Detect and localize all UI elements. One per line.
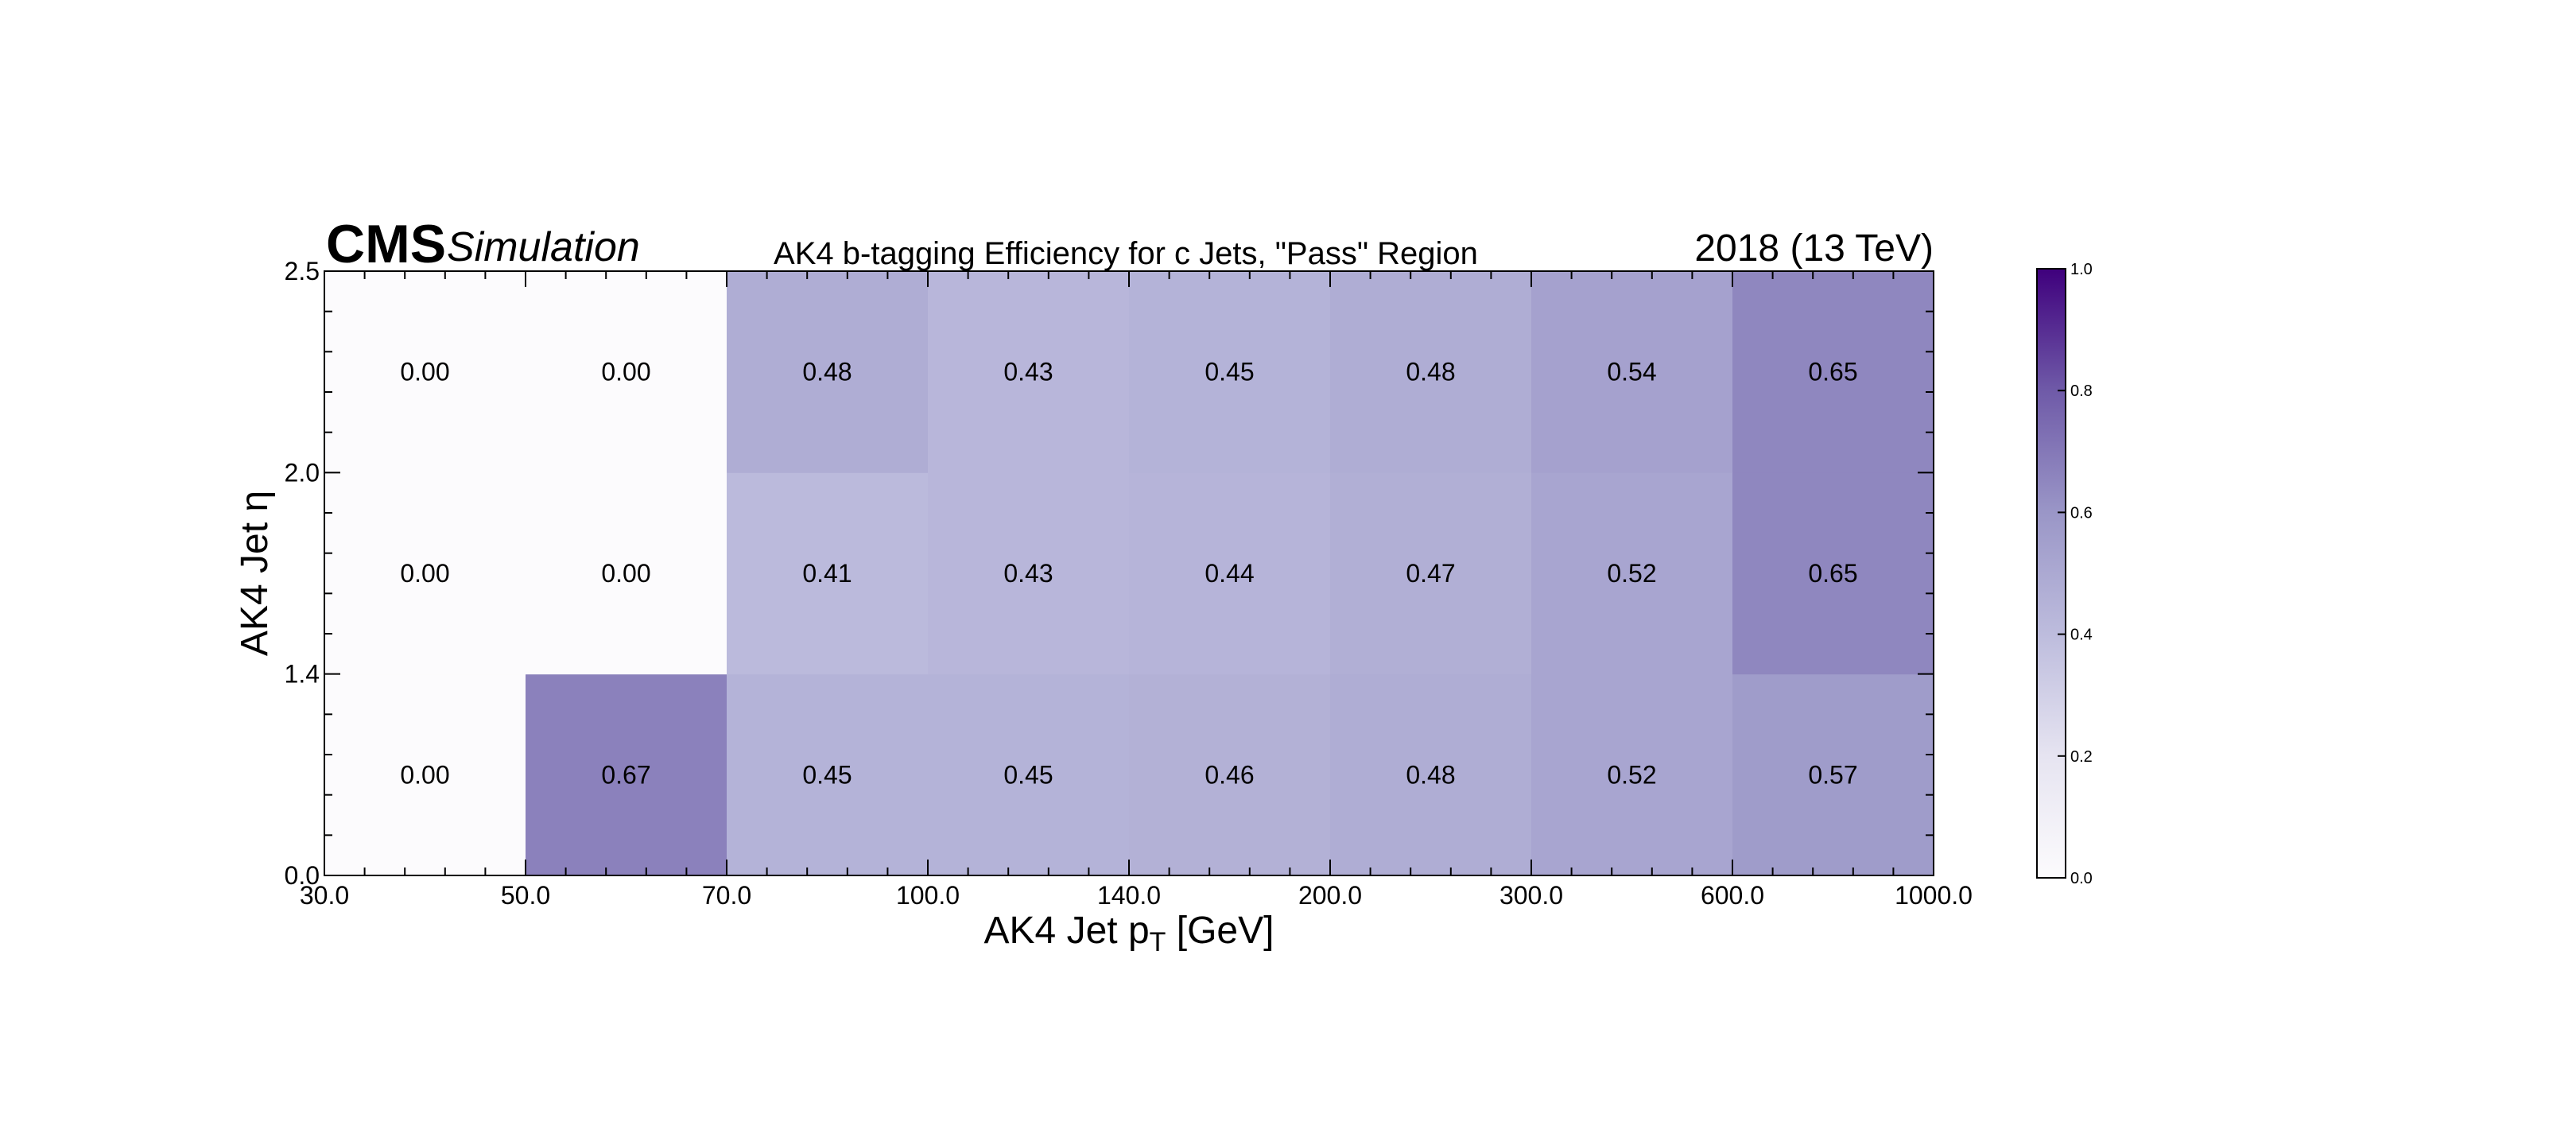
status-label: Simulation <box>447 224 640 270</box>
heatmap-cell <box>727 673 929 876</box>
cell-value-label: 0.00 <box>601 358 650 386</box>
cell-value-label: 0.47 <box>1406 559 1455 588</box>
heatmap-cell <box>1531 271 1733 473</box>
heatmap-cell <box>1531 673 1733 876</box>
x-tick-label: 1000.0 <box>1895 881 1973 910</box>
cell-value-label: 0.00 <box>400 559 449 588</box>
heatmap-cell <box>1732 271 1934 473</box>
cell-value-label: 0.43 <box>1003 358 1053 386</box>
heatmap-cell <box>1732 673 1934 876</box>
x-tick-label: 140.0 <box>1097 881 1161 910</box>
heatmap-cells <box>324 271 1934 876</box>
x-tick-label: 600.0 <box>1701 881 1764 910</box>
heatmap-cell <box>928 271 1130 473</box>
y-tick-label: 2.5 <box>285 257 320 285</box>
heatmap-cell <box>526 673 727 876</box>
x-tick-label: 200.0 <box>1298 881 1362 910</box>
colorbar-tick-label: 0.4 <box>2070 627 2093 644</box>
y-tick-labels: 0.0 1.4 2.0 2.5 <box>285 257 320 890</box>
y-tick-label: 2.0 <box>285 458 320 487</box>
x-tick-label: 70.0 <box>702 881 751 910</box>
x-axis-label: AK4 Jet pT [GeV] <box>984 910 1274 957</box>
heatmap-cell <box>324 673 526 876</box>
cell-value-label: 0.67 <box>601 760 650 789</box>
cell-value-label: 0.00 <box>601 559 650 588</box>
cell-value-label: 0.52 <box>1607 760 1656 789</box>
heatmap-cell <box>1129 472 1331 675</box>
heatmap-cell-labels: 0.00 0.67 0.45 0.45 0.46 0.48 0.52 0.57 0.00 0.00… <box>400 358 1857 790</box>
y-tick-label: 0.0 <box>285 861 320 890</box>
cell-value-label: 0.48 <box>1406 358 1455 386</box>
cell-value-label: 0.00 <box>400 358 449 386</box>
cell-value-label: 0.54 <box>1607 358 1656 386</box>
x-axis-label-sub: T <box>1150 927 1166 957</box>
heatmap-cell <box>1330 472 1532 675</box>
heatmap-cell <box>1330 271 1532 473</box>
cell-value-label: 0.45 <box>1003 760 1053 789</box>
heatmap-cell <box>1129 673 1331 876</box>
x-tick-label: 30.0 <box>300 881 349 910</box>
y-axis-label: AK4 Jet η <box>234 491 276 656</box>
colorbar-tick-label: 0.2 <box>2070 748 2093 766</box>
colorbar <box>2036 268 2066 879</box>
cell-value-label: 0.65 <box>1808 559 1857 588</box>
y-tick-label: 1.4 <box>285 660 320 689</box>
heatmap-cell <box>1330 673 1532 876</box>
heatmap-cell <box>324 271 526 473</box>
cell-value-label: 0.48 <box>802 358 852 386</box>
cell-value-label: 0.57 <box>1808 760 1857 789</box>
x-axis-label-main: AK4 Jet p <box>984 910 1150 952</box>
cell-value-label: 0.46 <box>1205 760 1254 789</box>
cell-value-label: 0.45 <box>802 760 852 789</box>
cell-value-label: 0.00 <box>400 760 449 789</box>
colorbar-tick-label: 0.6 <box>2070 504 2093 522</box>
x-tick-labels: 30.0 50.0 70.0 100.0 140.0 200.0 300.0 600.0 100… <box>300 881 1973 910</box>
heatmap-cell <box>1129 271 1331 473</box>
cell-value-label: 0.43 <box>1003 559 1053 588</box>
heatmap-cell <box>727 271 929 473</box>
cell-value-label: 0.41 <box>802 559 852 588</box>
heatmap-cell <box>324 472 526 675</box>
cell-value-label: 0.44 <box>1205 559 1254 588</box>
x-axis-label-unit: [GeV] <box>1166 910 1274 952</box>
heatmap-cell <box>526 472 727 675</box>
colorbar-tick-label: 0.0 <box>2070 870 2093 887</box>
x-tick-label: 300.0 <box>1499 881 1563 910</box>
cell-value-label: 0.65 <box>1808 358 1857 386</box>
cell-value-label: 0.52 <box>1607 559 1656 588</box>
cell-value-label: 0.45 <box>1205 358 1254 386</box>
cell-value-label: 0.48 <box>1406 760 1455 789</box>
heatmap-cell <box>928 472 1130 675</box>
x-tick-label: 100.0 <box>896 881 960 910</box>
axis-ticks <box>324 270 1934 876</box>
heatmap-cell <box>1531 472 1733 675</box>
lumi-label: 2018 (13 TeV) <box>1694 227 1934 270</box>
x-tick-label: 50.0 <box>501 881 550 910</box>
heatmap-cell <box>928 673 1130 876</box>
colorbar-ticks: 0.0 0.2 0.4 0.6 0.8 1.0 <box>2058 261 2093 887</box>
heatmap-cell <box>1732 472 1934 675</box>
heatmap-cell <box>727 472 929 675</box>
heatmap-cell <box>526 271 727 473</box>
experiment-label: CMS <box>326 214 446 274</box>
chart-title: AK4 b-tagging Efficiency for c Jets, "Pa… <box>774 236 1478 271</box>
colorbar-tick-label: 1.0 <box>2070 261 2093 278</box>
colorbar-tick-label: 0.8 <box>2070 382 2093 400</box>
